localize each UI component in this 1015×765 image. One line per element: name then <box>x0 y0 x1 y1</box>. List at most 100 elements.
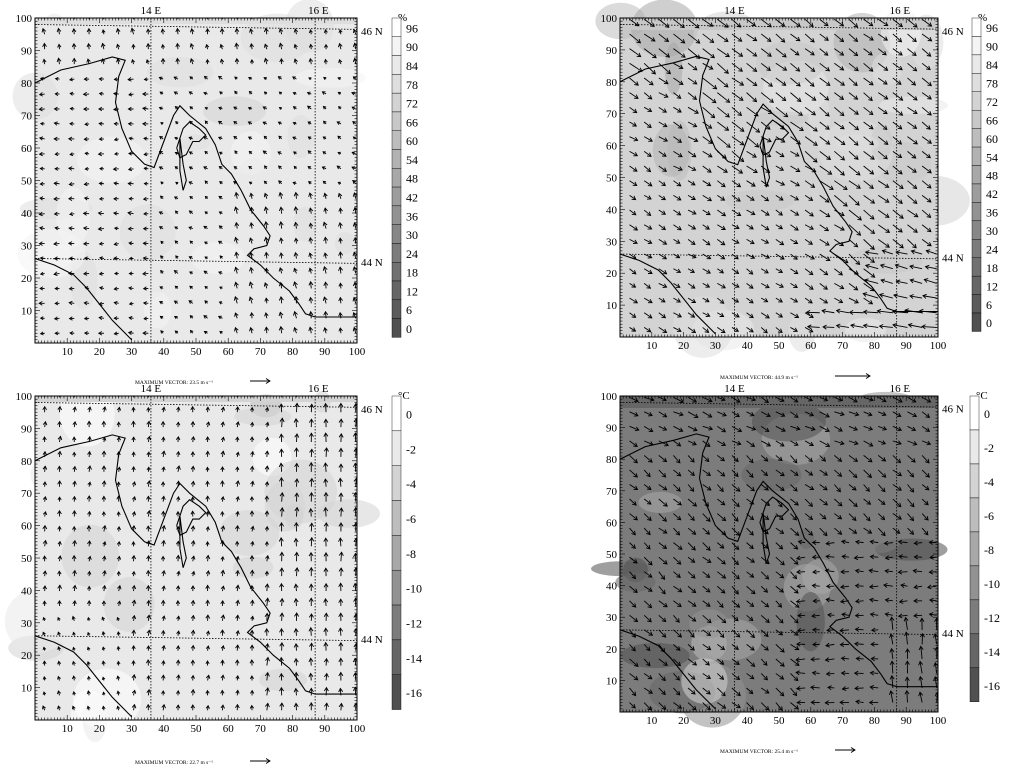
wind-vector-head <box>102 691 106 695</box>
wind-vector-head <box>190 674 196 679</box>
wind-vector <box>339 478 342 487</box>
wind-vector-head <box>173 76 178 81</box>
wind-vector-head <box>337 151 341 155</box>
wind-vector-head <box>663 560 668 565</box>
colorbar-cell <box>391 224 402 244</box>
wind-vector <box>98 228 104 230</box>
wind-vector <box>673 312 682 318</box>
shading-contour <box>808 92 830 147</box>
wind-vector-head <box>42 555 47 560</box>
wind-vector <box>687 312 695 318</box>
wind-vector <box>325 598 327 606</box>
wind-vector <box>295 628 297 636</box>
wind-vector-head <box>897 37 903 43</box>
wind-vector-head <box>823 270 829 276</box>
wind-vector <box>826 542 835 545</box>
wind-vector-head <box>279 492 285 497</box>
wind-vector <box>629 92 639 99</box>
wind-vector-head <box>189 285 193 290</box>
wind-vector-head <box>691 195 696 200</box>
wind-vector <box>819 180 834 190</box>
colorbar-label: -12 <box>406 616 422 630</box>
wind-vector-head <box>796 22 801 27</box>
wind-vector-head <box>646 167 652 173</box>
wind-vector-head <box>811 167 817 173</box>
wind-vector <box>643 629 653 636</box>
wind-vector <box>310 478 313 487</box>
wind-vector <box>848 33 858 42</box>
wind-vector <box>235 207 238 214</box>
wind-vector <box>717 585 726 594</box>
wind-vector-head <box>918 660 924 666</box>
wind-vector-head <box>161 466 166 471</box>
wind-vector-head <box>236 392 240 395</box>
wind-vector <box>760 687 770 694</box>
wind-vector <box>841 613 850 616</box>
wind-vector <box>673 224 682 231</box>
wind-vector-head <box>263 192 269 198</box>
wind-vector <box>746 629 755 638</box>
wind-vector-head <box>882 80 888 85</box>
wind-vector <box>658 92 669 98</box>
wind-vector <box>921 106 932 116</box>
wind-vector <box>746 297 754 304</box>
x-tick-label: 60 <box>805 340 817 352</box>
wind-vector <box>914 542 923 544</box>
wind-vector-head <box>308 57 314 63</box>
shading-boundary <box>620 18 938 30</box>
wind-vector <box>355 418 357 428</box>
wind-vector-head <box>71 615 76 620</box>
wind-vector-head <box>218 151 223 155</box>
wind-vector-head <box>113 241 118 247</box>
wind-vector-head <box>897 569 903 575</box>
x-tick-label: 80 <box>287 723 299 735</box>
wind-vector-head <box>913 598 918 604</box>
wind-vector-head <box>675 283 681 288</box>
wind-vector <box>804 180 815 188</box>
wind-vector-head <box>205 689 210 694</box>
wind-vector-head <box>927 95 932 100</box>
wind-vector-head <box>680 23 685 29</box>
wind-vector-head <box>113 300 118 305</box>
wind-vector-head <box>884 170 889 175</box>
colorbar-cell <box>391 55 402 75</box>
wind-vector-head <box>322 136 327 140</box>
wind-vector-head <box>825 241 830 246</box>
wind-vector-head <box>854 568 860 574</box>
wind-vector <box>731 658 740 665</box>
wind-vector-head <box>72 406 77 411</box>
wind-vector <box>323 266 327 274</box>
x-tick-label: 10 <box>62 723 74 735</box>
wind-vector-head <box>892 322 897 328</box>
wind-vector-head <box>690 675 696 680</box>
wind-vector-head <box>662 240 668 245</box>
wind-vector <box>673 297 681 303</box>
wind-vector-head <box>794 705 799 710</box>
wind-vector-head <box>767 52 772 57</box>
wind-vector <box>804 297 813 304</box>
wind-vector <box>775 194 784 201</box>
wind-vector-head <box>926 65 931 71</box>
wind-vector-head <box>764 225 770 231</box>
wind-vector-head <box>159 286 163 290</box>
wind-vector-head <box>54 152 59 157</box>
wind-vector-head <box>841 554 847 560</box>
wind-vector-head <box>885 243 890 248</box>
wind-vector-head <box>928 569 934 575</box>
wind-vector-head <box>128 241 133 246</box>
y-tick-label: 40 <box>21 585 33 597</box>
wind-vector <box>279 267 283 274</box>
wind-vector-head <box>293 583 299 589</box>
wind-vector-head <box>69 331 74 336</box>
wind-vector-head <box>174 226 178 230</box>
wind-vector <box>687 542 696 551</box>
wind-vector <box>658 165 667 172</box>
wind-vector-head <box>101 465 107 470</box>
wind-vector-head <box>751 182 756 187</box>
wind-vector-head <box>721 225 726 230</box>
wind-vector-head <box>870 656 876 662</box>
wind-vector-head <box>146 659 151 664</box>
wind-vector-head <box>721 211 727 217</box>
shading-contour <box>73 668 142 731</box>
wind-vector-head <box>131 554 137 560</box>
